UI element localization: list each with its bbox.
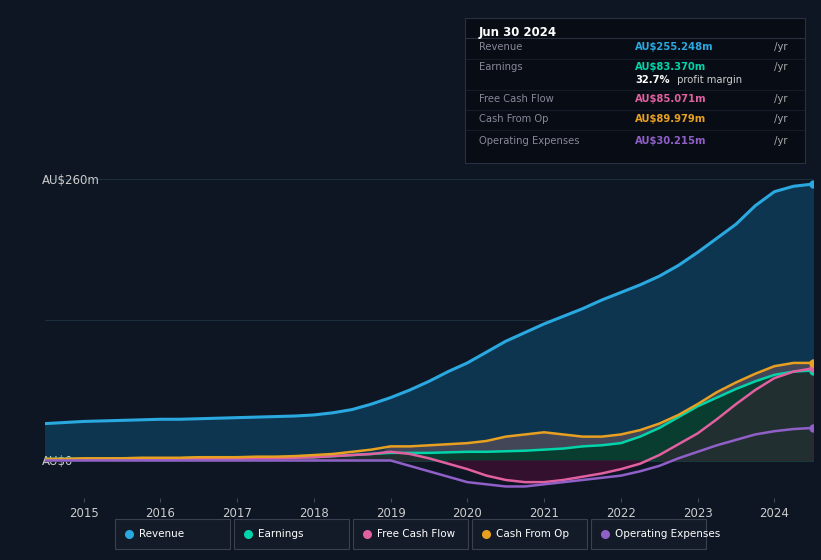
Text: AU$255.248m: AU$255.248m — [635, 42, 713, 52]
Text: Free Cash Flow: Free Cash Flow — [479, 94, 553, 104]
FancyBboxPatch shape — [591, 519, 706, 549]
Text: AU$83.370m: AU$83.370m — [635, 62, 706, 72]
Text: Earnings: Earnings — [258, 529, 304, 539]
FancyBboxPatch shape — [115, 519, 230, 549]
Text: Revenue: Revenue — [479, 42, 522, 52]
Text: Earnings: Earnings — [479, 62, 522, 72]
FancyBboxPatch shape — [234, 519, 349, 549]
Text: 32.7%: 32.7% — [635, 74, 670, 85]
Text: Jun 30 2024: Jun 30 2024 — [479, 26, 557, 39]
Text: /yr: /yr — [771, 62, 787, 72]
Text: profit margin: profit margin — [674, 74, 742, 85]
Text: Cash From Op: Cash From Op — [496, 529, 569, 539]
Text: AU$30.215m: AU$30.215m — [635, 136, 707, 146]
Text: /yr: /yr — [771, 114, 787, 124]
Text: Operating Expenses: Operating Expenses — [479, 136, 579, 146]
FancyBboxPatch shape — [353, 519, 468, 549]
Text: /yr: /yr — [771, 94, 787, 104]
Text: AU$89.979m: AU$89.979m — [635, 114, 706, 124]
Text: /yr: /yr — [771, 136, 787, 146]
FancyBboxPatch shape — [472, 519, 587, 549]
Text: Operating Expenses: Operating Expenses — [615, 529, 720, 539]
Text: Free Cash Flow: Free Cash Flow — [377, 529, 455, 539]
Text: /yr: /yr — [771, 42, 787, 52]
Text: Cash From Op: Cash From Op — [479, 114, 548, 124]
Text: Revenue: Revenue — [139, 529, 184, 539]
Text: AU$85.071m: AU$85.071m — [635, 94, 707, 104]
